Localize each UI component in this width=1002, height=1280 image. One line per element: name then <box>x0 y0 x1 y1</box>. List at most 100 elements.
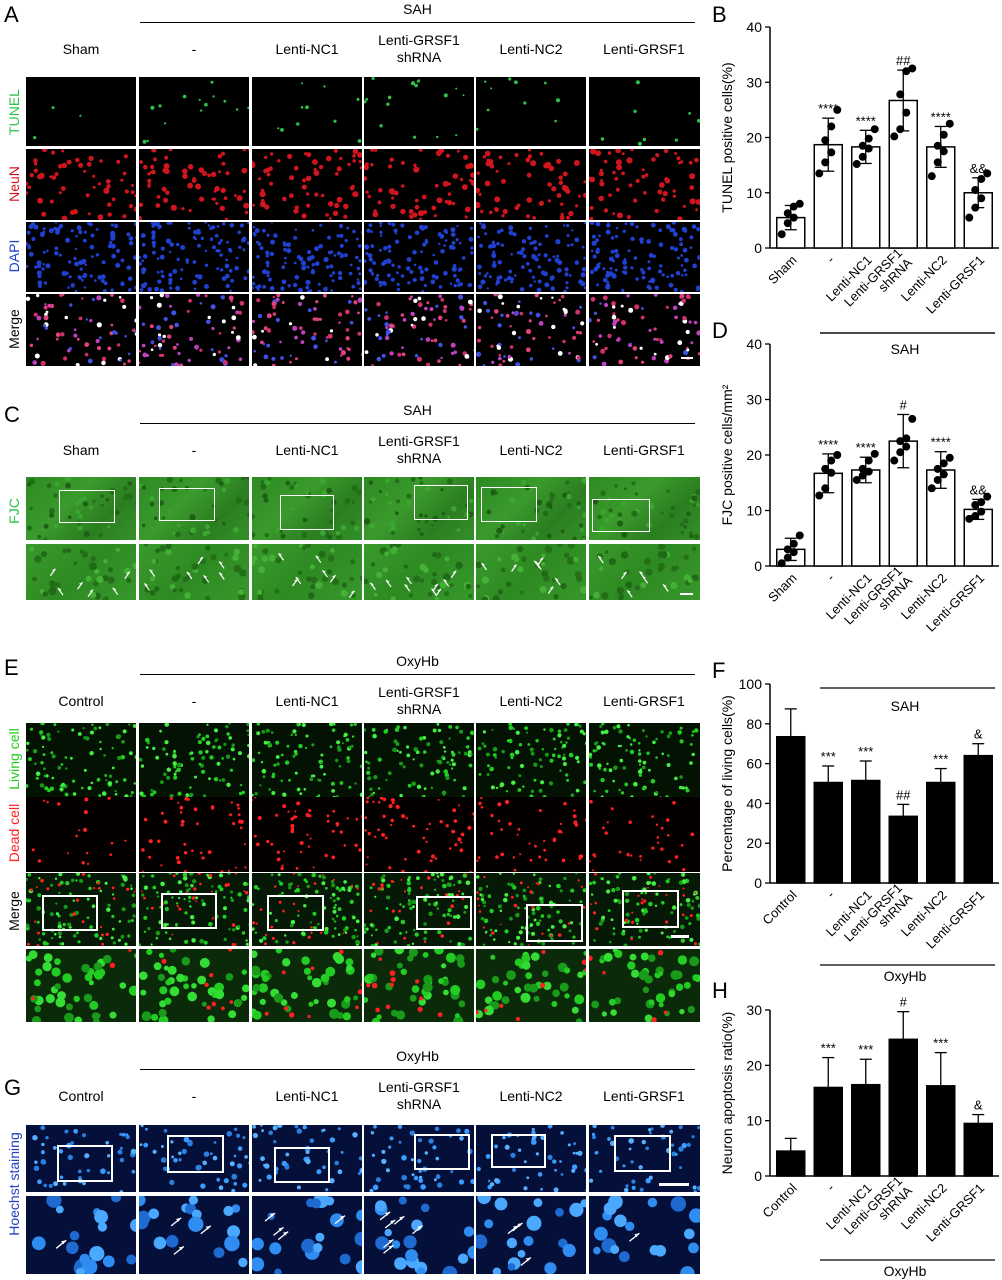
bar <box>813 781 843 884</box>
data-point <box>864 456 873 465</box>
significance-label: *** <box>933 1036 948 1051</box>
zoom-box <box>280 495 334 530</box>
zoom-box <box>592 499 650 532</box>
data-point <box>965 514 974 523</box>
zoom-box <box>274 1147 330 1183</box>
data-point <box>977 498 986 507</box>
micrograph-tile <box>139 222 249 292</box>
data-point <box>821 484 830 493</box>
data-point <box>821 464 830 473</box>
fjc-zoom-tile <box>26 544 136 600</box>
significance-label: *** <box>858 744 873 759</box>
panel-label-d: D <box>712 318 728 343</box>
column-header: Lenti-GRSF1 shRNA <box>378 32 460 65</box>
data-point <box>815 169 824 178</box>
data-point <box>821 158 830 167</box>
data-point <box>896 90 905 99</box>
x-tick-label: - <box>824 570 838 584</box>
group-label-oxyhb: OxyHb <box>884 1263 927 1279</box>
hoechst-overview-tile <box>364 1125 474 1192</box>
y-tick-label: 30 <box>746 1002 762 1018</box>
group-line-sah-c <box>140 423 695 424</box>
data-point <box>777 559 786 568</box>
data-point <box>795 199 804 208</box>
data-point <box>933 158 942 167</box>
chart-d-fjc: 0 10 20 30 40 FJC positive cells/mm² Sham **** -… <box>719 332 999 635</box>
bar <box>926 1085 956 1177</box>
bar <box>851 779 881 884</box>
living-cell-tile <box>476 723 586 798</box>
data-point <box>821 136 830 145</box>
hoechst-overview-tile <box>139 1125 249 1192</box>
data-point <box>896 448 905 457</box>
zoom-box <box>161 893 217 929</box>
x-tick-label: Control <box>759 1180 799 1220</box>
significance-label: *** <box>858 1042 873 1057</box>
column-header: Lenti-GRSF1 <box>603 442 685 458</box>
bar <box>813 1086 843 1177</box>
significance-label: **** <box>818 437 838 452</box>
group-line-oxyhb-e <box>140 674 695 675</box>
significance-label: *** <box>821 749 836 764</box>
significance-label: # <box>900 397 908 412</box>
zoom-tile <box>476 949 586 1022</box>
hoechst-zoom-tile <box>139 1196 249 1274</box>
zoom-box <box>59 490 115 523</box>
panel-label-f: F <box>712 658 726 683</box>
zoom-tile <box>252 949 362 1022</box>
column-header: Lenti-NC1 <box>275 442 339 458</box>
data-point <box>939 470 948 479</box>
data-point <box>896 437 905 446</box>
dead-cell-tile <box>252 797 362 872</box>
group-header-sah-a: SAH <box>403 1 432 17</box>
significance-label: **** <box>931 109 951 124</box>
group-label-sah: SAH <box>891 698 920 714</box>
living-cell-tile <box>252 723 362 798</box>
x-tick-label: Sham <box>765 252 800 287</box>
micrograph-tile <box>589 77 700 146</box>
dead-cell-tile <box>26 797 136 872</box>
scale-bar <box>681 357 693 359</box>
data-point <box>977 174 986 183</box>
fjc-overview-tile <box>252 477 362 540</box>
data-point <box>783 209 792 218</box>
y-tick-label: 20 <box>746 1057 762 1073</box>
scale-bar <box>680 593 693 595</box>
chart-h-apoptosis: 0 10 20 30 Neuron apoptosis ratio(%) Control *… <box>719 995 999 1279</box>
data-point <box>977 194 986 203</box>
data-point <box>945 453 954 462</box>
zoom-box <box>414 1134 470 1170</box>
hoechst-zoom-tile <box>364 1196 474 1274</box>
bar <box>851 1083 881 1177</box>
data-point <box>971 500 980 509</box>
column-header: - <box>191 41 197 57</box>
fjc-overview-tile <box>139 477 249 540</box>
zoom-tile <box>26 949 136 1022</box>
zoom-box <box>267 895 324 931</box>
data-point <box>783 219 792 228</box>
significance-label: *** <box>821 1041 836 1056</box>
data-point <box>864 144 873 153</box>
micrograph-tile <box>589 294 700 366</box>
significance-label: **** <box>818 101 838 116</box>
dead-cell-tile <box>139 797 249 872</box>
y-tick-label: 30 <box>746 392 762 408</box>
hoechst-zoom-tile <box>589 1196 700 1274</box>
micrograph-tile <box>476 149 586 220</box>
data-point <box>864 134 873 143</box>
data-point <box>789 202 798 211</box>
y-tick-label: 20 <box>746 835 762 851</box>
dead-cell-tile <box>364 797 474 872</box>
scale-bar <box>671 935 689 938</box>
group-label: SAH <box>891 341 920 357</box>
zoom-box <box>491 1134 546 1168</box>
zoom-tile <box>364 949 474 1022</box>
data-point <box>983 169 992 178</box>
fjc-overview-tile <box>26 477 136 540</box>
micrograph-tile <box>589 222 700 292</box>
column-header: Lenti-GRSF1 shRNA <box>378 1079 460 1112</box>
data-point <box>783 553 792 562</box>
column-header: Lenti-GRSF1 <box>603 41 685 57</box>
significance-label: ## <box>896 53 911 68</box>
y-tick-label: 80 <box>746 716 762 732</box>
